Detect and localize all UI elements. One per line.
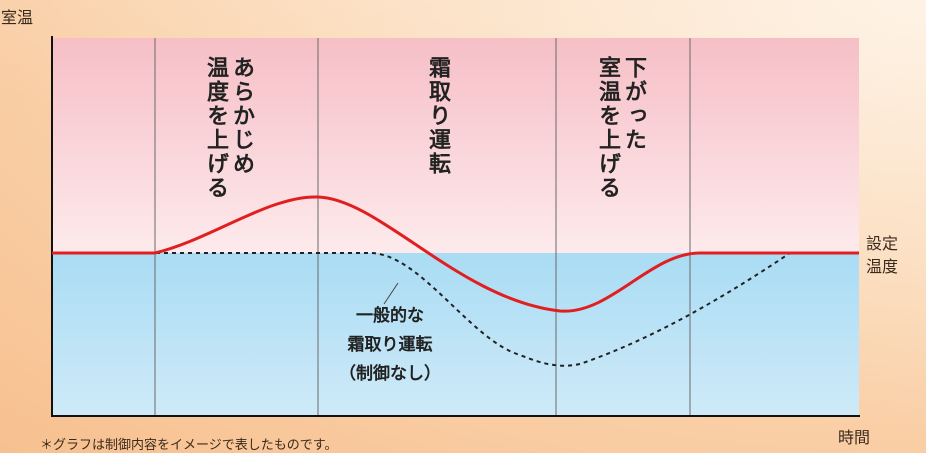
phase-preheat-col2: 温度を上げる [203,56,228,200]
setpoint-label-line2: 温度 [866,257,899,276]
annotation-line3: （制御なし） [339,364,441,384]
phase-preheat-col1: あらかじめ [229,56,254,176]
uncontrolled-annotation: 一般的な 霜取り運転 （制御なし） [330,302,450,389]
uncontrolled-curve [52,252,859,367]
annotation-line2: 霜取り運転 [347,335,433,355]
cool-zone [52,253,859,416]
annotation-line1: 一般的な [356,306,424,326]
phase-recover-col2: 室温を上げる [595,56,620,200]
footnote: ＊グラフは制御内容をイメージで表したものです。 [40,438,338,453]
x-axis-label: 時間 [838,428,871,447]
annotation-leader [383,282,399,305]
y-axis-label: 室温 [1,8,34,27]
warm-zone [52,38,859,253]
phase-defrost: 霜取り運転 [425,56,450,176]
phase-recover-col1: 下がった [621,56,646,152]
setpoint-label-line1: 設定 [866,234,899,253]
controlled-curve [52,195,859,313]
